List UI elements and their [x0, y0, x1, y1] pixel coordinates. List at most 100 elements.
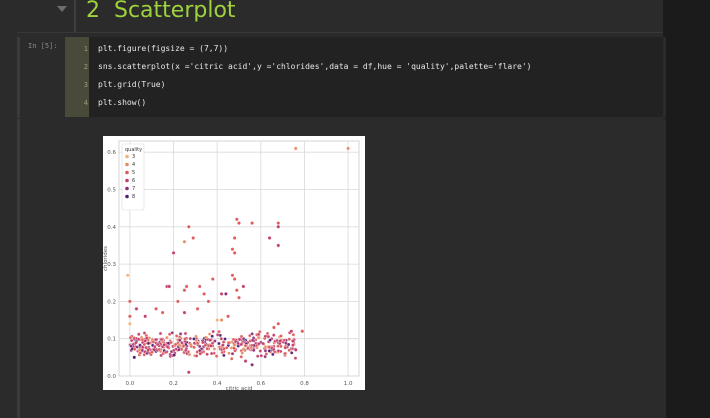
scatter-point: [289, 329, 294, 334]
scatter-point: [223, 337, 227, 341]
scatter-point: [137, 347, 142, 352]
scatter-point: [209, 344, 213, 348]
scatter-point: [213, 339, 217, 343]
scatter-point: [232, 236, 237, 240]
scatter-point: [209, 351, 214, 356]
scatter-point: [236, 341, 240, 346]
scatter-point: [206, 299, 211, 304]
scatter-point: [226, 341, 231, 345]
scatter-point: [165, 335, 169, 340]
x-tick-label: 0.4: [213, 381, 222, 387]
x-tick-label: 1.0: [344, 381, 353, 387]
scatter-point: [241, 347, 246, 351]
scatter-point: [246, 346, 250, 351]
scatter-point: [165, 345, 170, 349]
scatter-point: [184, 284, 189, 289]
scatter-point: [261, 341, 265, 346]
scatter-point: [226, 314, 230, 319]
y-axis-label: chlorides: [103, 246, 109, 271]
legend-marker: [125, 170, 129, 175]
scatter-point: [258, 349, 263, 353]
legend-marker: [125, 194, 129, 199]
scatter-point: [227, 351, 231, 355]
scatter-figure: 0.0 0.2 0.4 0.6 0.8 1.0 0.0 0.1 0.2 0.3 0.4 0.5 0.6 c…: [103, 136, 365, 392]
y-tick-label: 0.1: [107, 337, 116, 343]
scatter-point: [291, 343, 295, 347]
scatter-point: [283, 346, 288, 350]
collapse-arrow-icon[interactable]: [57, 6, 67, 12]
scatter-point: [195, 306, 200, 311]
line-number-gutter: [65, 37, 89, 117]
scatter-point: [232, 343, 237, 347]
scatter-point: [219, 292, 224, 296]
plot-area: [118, 140, 360, 377]
scatter-point: [176, 299, 180, 304]
scatter-point: [182, 288, 187, 293]
scatter-point: [189, 342, 193, 347]
scatter-point: [201, 340, 205, 345]
scatter-point: [267, 236, 272, 240]
scatter-point: [191, 236, 196, 240]
scatter-point: [207, 332, 212, 336]
scatter-point: [234, 288, 239, 293]
scatter-point: [195, 341, 200, 345]
scatter-point: [177, 343, 182, 347]
scatter-point: [208, 338, 212, 343]
x-tick-label: 0.0: [126, 381, 135, 387]
scatter-point: [135, 345, 139, 349]
scatter-point: [232, 251, 237, 255]
scatter-point: [293, 348, 298, 352]
scatter-point: [250, 338, 255, 343]
scatter-point: [279, 334, 283, 338]
scatter-point: [225, 345, 229, 350]
scatter-point: [284, 341, 288, 346]
scatter-point: [263, 349, 268, 353]
scatter-point: [204, 335, 208, 340]
code-line[interactable]: plt.grid(True): [98, 80, 166, 89]
scatter-point: [172, 353, 176, 357]
scatter-point: [276, 221, 281, 225]
scatter-point: [194, 334, 198, 339]
scatter-point: [271, 347, 276, 352]
section-heading: 2 Scatterplot: [86, 0, 236, 23]
scatter-point: [155, 342, 160, 347]
scatter-point: [250, 221, 254, 225]
scatter-point: [125, 273, 130, 278]
scatter-point: [192, 337, 196, 341]
scatter-point: [300, 329, 305, 334]
scatter-point: [252, 348, 256, 353]
code-editor[interactable]: [89, 37, 663, 117]
scatter-point: [151, 340, 156, 344]
scatter-point: [293, 356, 298, 360]
scatter-point: [259, 353, 264, 358]
scatter-point: [159, 353, 163, 358]
legend-box: [121, 143, 145, 211]
y-tick-label: 0.3: [107, 262, 116, 268]
scatter-point: [257, 341, 261, 346]
code-line[interactable]: sns.scatterplot(x ='citric acid',y ='chl…: [98, 62, 532, 71]
scatter-point: [146, 341, 151, 346]
legend-label: 3: [132, 154, 135, 160]
scatter-point: [276, 321, 281, 326]
scatter-point: [132, 355, 137, 360]
y-tick-label: 0.5: [107, 187, 116, 193]
line-number: 4: [83, 99, 88, 107]
scatter-point: [142, 352, 146, 357]
scatter-point: [180, 340, 184, 345]
scatter-point: [183, 337, 187, 341]
scatter-point: [198, 351, 202, 356]
scatter-point: [132, 336, 136, 340]
x-axis-label: citric acid: [226, 386, 253, 390]
code-line[interactable]: plt.figure(figsize = (7,7)): [98, 44, 229, 53]
scatter-point: [153, 337, 158, 342]
scatter-point: [167, 284, 172, 289]
scatter-point: [279, 344, 283, 349]
scatter-point: [128, 335, 133, 340]
scatter-point: [229, 356, 234, 361]
code-line[interactable]: plt.show(): [98, 98, 147, 107]
line-number: 1: [83, 45, 88, 53]
scatter-point: [184, 348, 188, 353]
markdown-heading-cell[interactable]: [17, 0, 663, 33]
scatter-point: [271, 352, 275, 357]
scatter-point: [142, 342, 147, 347]
